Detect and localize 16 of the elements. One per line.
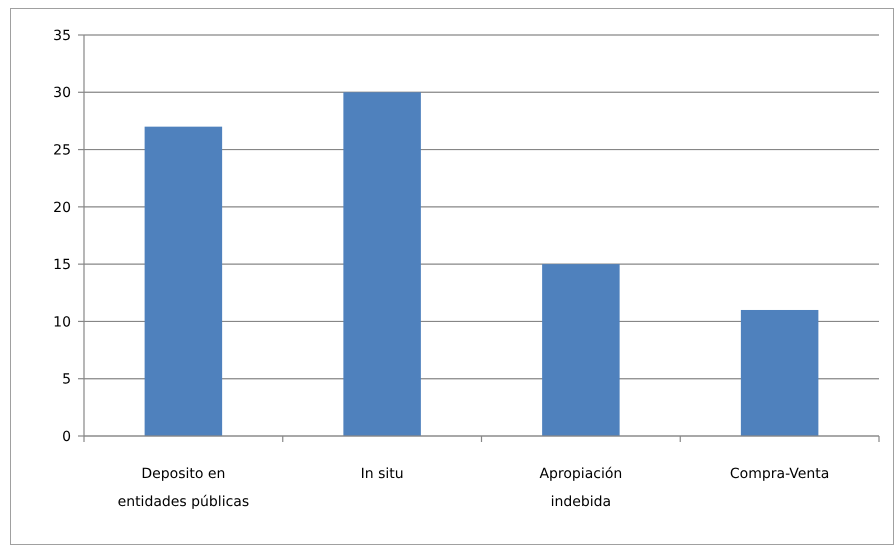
y-tick-label: 20 [53, 200, 71, 216]
y-tick-label: 10 [53, 314, 71, 330]
y-tick-label: 35 [53, 28, 71, 44]
y-tick-label: 30 [53, 85, 71, 102]
x-tick-label: Compra-Venta [730, 466, 830, 482]
y-tick-label: 25 [53, 142, 71, 158]
bar [144, 126, 222, 436]
bar [343, 92, 421, 436]
y-tick-label: 15 [53, 257, 71, 274]
x-tick-label: Deposito en entidades públicas [118, 466, 250, 510]
y-tick-label: 0 [62, 428, 71, 445]
x-tick-label: Apropiación indebida [539, 466, 622, 510]
x-tick-label: In situ [360, 466, 404, 482]
bar [542, 264, 620, 436]
y-tick-label: 5 [62, 372, 71, 388]
bar [740, 310, 818, 436]
